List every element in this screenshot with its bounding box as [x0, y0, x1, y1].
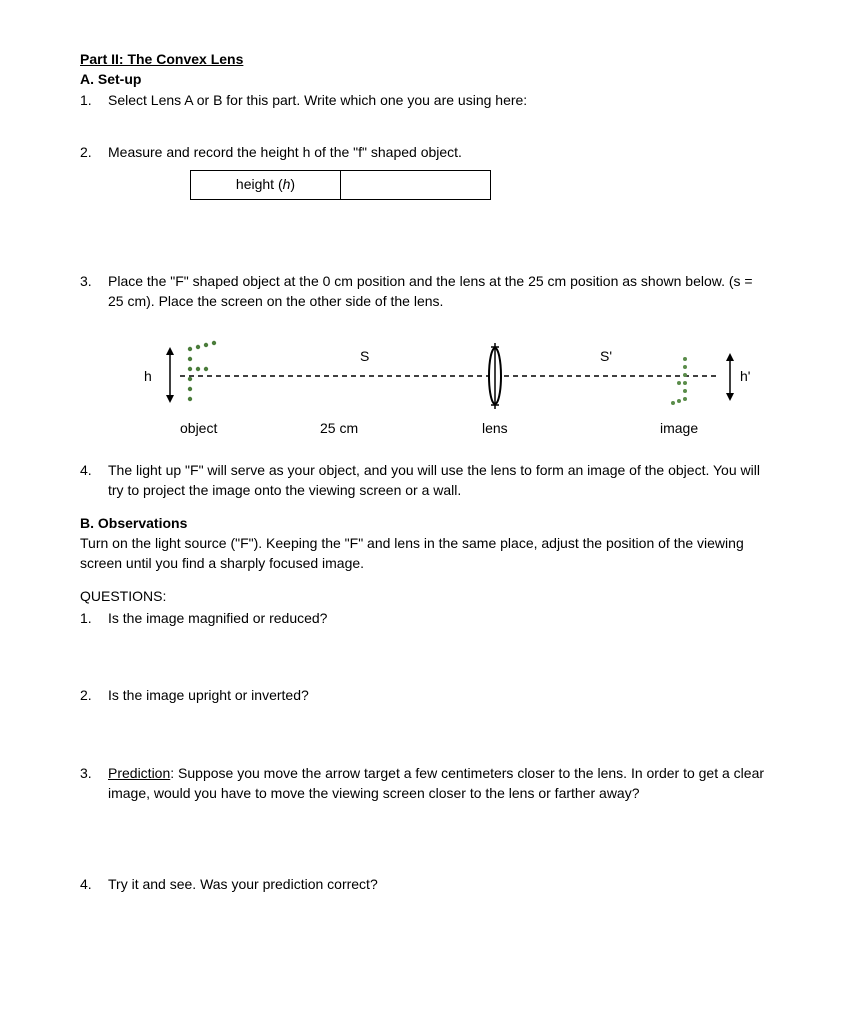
setup-heading: A. Set-up	[80, 70, 768, 90]
distance-label: 25 cm	[320, 419, 358, 439]
h-label: h	[144, 367, 152, 387]
question-2: 2. Is the image upright or inverted?	[80, 686, 768, 706]
question-4: 4. Try it and see. Was your prediction c…	[80, 875, 768, 895]
height-value-cell	[341, 171, 491, 200]
lens-label: lens	[482, 419, 508, 439]
height-table: height (h)	[190, 170, 491, 200]
observations-heading: B. Observations	[80, 514, 768, 534]
height-label-cell: height (h)	[191, 171, 341, 200]
h-prime-label: h'	[740, 367, 750, 387]
setup-item-2: 2. Measure and record the height h of th…	[80, 143, 768, 163]
optics-diagram: h h' S S' object 25 cm lens image	[120, 331, 760, 441]
object-label: object	[180, 419, 217, 439]
question-3: 3. Prediction: Suppose you move the arro…	[80, 764, 768, 803]
setup-item-1: 1. Select Lens A or B for this part. Wri…	[80, 91, 768, 111]
s-label: S	[360, 347, 369, 367]
image-label: image	[660, 419, 698, 439]
question-1: 1. Is the image magnified or reduced?	[80, 609, 768, 629]
setup-item-3: 3. Place the "F" shaped object at the 0 …	[80, 272, 768, 311]
prediction-label: Prediction	[108, 765, 170, 781]
observations-intro: Turn on the light source ("F"). Keeping …	[80, 534, 768, 573]
s-prime-label: S'	[600, 347, 612, 367]
questions-label: QUESTIONS:	[80, 587, 768, 607]
setup-item-4: 4. The light up "F" will serve as your o…	[80, 461, 768, 500]
section-title: Part II: The Convex Lens	[80, 50, 768, 70]
